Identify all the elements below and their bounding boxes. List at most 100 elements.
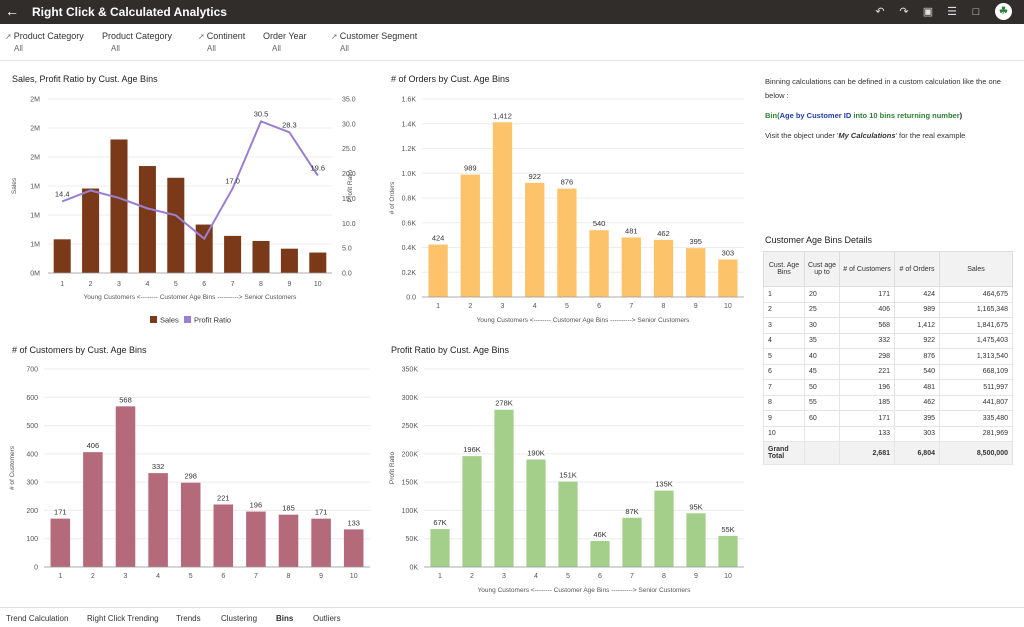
table-cell: 196 bbox=[839, 379, 895, 396]
x-tick-label: 3 bbox=[501, 303, 505, 310]
data-label: 95K bbox=[689, 502, 702, 511]
data-label: 424 bbox=[432, 234, 445, 243]
bar bbox=[525, 182, 545, 297]
data-label: 568 bbox=[119, 395, 132, 404]
filter-continent[interactable]: ➚ Continent All bbox=[198, 31, 245, 53]
col-header[interactable]: # of Orders bbox=[894, 251, 940, 287]
data-label: 55K bbox=[721, 525, 734, 534]
table-row: 7 50 196 481 511,997 bbox=[763, 379, 1013, 396]
profit-ratio-chart[interactable]: 0K 50K 100K 150K 200K 250K 300K 350K 67K 1 196K 2 27… bbox=[380, 358, 750, 603]
table-total-row: Grand Total 2,681 6,804 8,500,000 bbox=[763, 441, 1013, 465]
x-tick-label: 8 bbox=[287, 573, 291, 580]
x-axis-title: Young Customers <-------- Customer Age B… bbox=[84, 294, 298, 301]
tab-clustering[interactable]: Clustering bbox=[221, 614, 258, 623]
tab-trend-calculation[interactable]: Trend Calculation bbox=[6, 614, 69, 623]
sales-bar bbox=[252, 240, 270, 273]
x-tick-label: 10 bbox=[314, 281, 322, 288]
x-tick-label: 7 bbox=[231, 281, 235, 288]
profit-ratio-line bbox=[61, 120, 319, 241]
customers-chart-title: # of Customers by Cust. Age Bins bbox=[12, 345, 147, 355]
tab-outliers[interactable]: Outliers bbox=[313, 614, 341, 623]
bar bbox=[83, 452, 103, 567]
y2-tick-label: 10.0 bbox=[342, 221, 356, 228]
data-label: 481 bbox=[625, 226, 638, 235]
x-tick-label: 10 bbox=[350, 573, 358, 580]
table-cell: 462 bbox=[894, 394, 940, 411]
table-cell: 568 bbox=[839, 317, 895, 334]
table-cell: 171 bbox=[839, 286, 895, 303]
title-bar: ← Right Click & Calculated Analytics ↶ ↷… bbox=[0, 0, 1024, 24]
avatar[interactable]: ☘ bbox=[995, 3, 1012, 20]
bar bbox=[343, 529, 364, 567]
redo-icon[interactable]: ↷ bbox=[899, 6, 909, 18]
customers-chart[interactable]: 0100200300400500600700171140625683332429… bbox=[0, 358, 380, 603]
orders-chart[interactable]: 0.0 0.2K 0.4K 0.6K 0.8K 1.0K 1.2K 1.4K 1.6K 424 1 9… bbox=[380, 88, 750, 333]
x-tick-label: 4 bbox=[534, 573, 538, 580]
save-icon[interactable]: ▣ bbox=[922, 6, 934, 18]
bar bbox=[115, 406, 136, 567]
y-tick-label: 0.2K bbox=[402, 270, 417, 277]
data-label: 67K bbox=[433, 518, 446, 527]
table-cell: 8,500,000 bbox=[939, 441, 1013, 465]
table-cell: 464,675 bbox=[939, 286, 1013, 303]
filter-label: Order Year bbox=[263, 31, 307, 41]
x-axis-title: Young Customers <-------- Customer Age B… bbox=[478, 587, 692, 594]
bar bbox=[462, 456, 482, 567]
filter-value: All bbox=[111, 44, 120, 53]
x-tick-label: 2 bbox=[468, 303, 472, 310]
back-arrow-icon[interactable]: ← bbox=[5, 3, 19, 19]
x-tick-label: 1 bbox=[438, 573, 442, 580]
table-row: 9 60 171 395 335,480 bbox=[763, 410, 1013, 427]
x-tick-label: 2 bbox=[91, 573, 95, 580]
present-icon[interactable]: □ bbox=[972, 6, 980, 18]
tab-right-click-trending[interactable]: Right Click Trending bbox=[87, 614, 159, 623]
filter-bar: ➚ Product Category All Product Category A… bbox=[0, 24, 1024, 61]
legend-label-profit: Profit Ratio bbox=[194, 316, 231, 325]
table-row: 4 35 332 922 1,475,403 bbox=[763, 332, 1013, 349]
filter-product-category-2[interactable]: Product Category All bbox=[102, 31, 172, 53]
y-tick-label: 2M bbox=[30, 126, 40, 133]
filter-customer-segment[interactable]: ➚ Customer Segment All bbox=[331, 31, 417, 53]
details-table: Cust. Age Bins Cust age up to # of Custo… bbox=[763, 251, 1013, 465]
info-line-3-post: ' for the real example bbox=[895, 131, 966, 140]
x-tick-label: 2 bbox=[470, 573, 474, 580]
col-header[interactable]: # of Customers bbox=[839, 251, 895, 287]
table-row: 8 55 185 462 441,807 bbox=[763, 394, 1013, 411]
filter-value: All bbox=[207, 44, 216, 53]
filter-value: All bbox=[272, 44, 281, 53]
x-tick-label: 9 bbox=[319, 573, 323, 580]
bar bbox=[686, 248, 706, 297]
comment-icon[interactable]: ☰ bbox=[947, 6, 957, 18]
tab-bins[interactable]: Bins bbox=[276, 614, 294, 623]
col-header[interactable]: Cust age up to bbox=[804, 251, 840, 287]
table-row: 10 133 303 281,969 bbox=[763, 425, 1013, 442]
bar bbox=[494, 409, 514, 567]
filter-product-category-1[interactable]: ➚ Product Category All bbox=[5, 31, 84, 53]
x-tick-label: 1 bbox=[436, 303, 440, 310]
filter-order-year[interactable]: Order Year All bbox=[263, 31, 307, 53]
undo-icon[interactable]: ↶ bbox=[875, 6, 885, 18]
table-cell: 185 bbox=[839, 394, 895, 411]
data-label: 171 bbox=[54, 508, 67, 517]
data-label: 332 bbox=[152, 462, 165, 471]
x-tick-label: 1 bbox=[60, 281, 64, 288]
data-label: 876 bbox=[561, 178, 574, 187]
x-tick-label: 9 bbox=[287, 281, 291, 288]
line-data-label: 28.3 bbox=[282, 120, 297, 129]
data-label: 221 bbox=[217, 493, 230, 502]
bar bbox=[621, 237, 641, 297]
code-args: into 10 bins returning number bbox=[851, 111, 960, 120]
sales-chart-title: Sales, Profit Ratio by Cust. Age Bins bbox=[12, 74, 158, 84]
bar bbox=[492, 122, 513, 297]
table-row: 1 20 171 424 464,675 bbox=[763, 286, 1013, 303]
table-cell: Grand Total bbox=[763, 441, 805, 465]
col-header[interactable]: Sales bbox=[939, 251, 1013, 287]
filter-value: All bbox=[14, 44, 23, 53]
sales-profit-chart[interactable]: 0M 1M 1M 1M 2M 2M 2M 0.0 5.0 10.0 15.0 20.0 25.0 30.0… bbox=[0, 88, 380, 333]
x-tick-label: 8 bbox=[662, 573, 666, 580]
y2-axis-title: Profit Ratio bbox=[347, 170, 354, 203]
y2-tick-label: 5.0 bbox=[342, 246, 352, 253]
col-header[interactable]: Cust. Age Bins bbox=[763, 251, 805, 287]
bar bbox=[246, 511, 266, 567]
tab-trends[interactable]: Trends bbox=[176, 614, 201, 623]
